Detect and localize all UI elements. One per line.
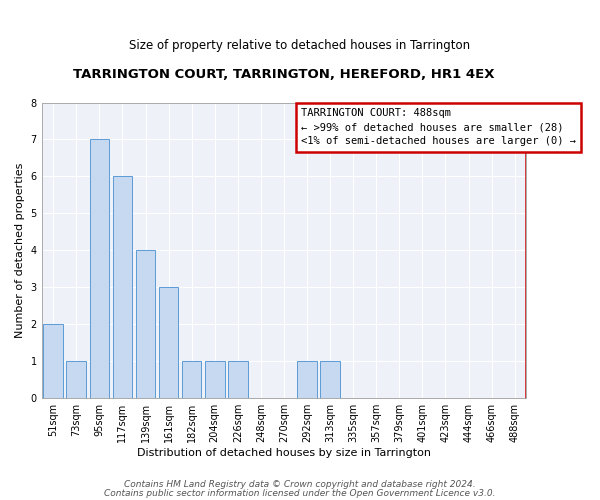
Text: Contains HM Land Registry data © Crown copyright and database right 2024.: Contains HM Land Registry data © Crown c…: [124, 480, 476, 489]
Bar: [228, 361, 248, 398]
Text: TARRINGTON COURT: 488sqm
← >99% of detached houses are smaller (28)
<1% of semi-: TARRINGTON COURT: 488sqm ← >99% of detac…: [301, 108, 576, 146]
Bar: [182, 361, 202, 398]
Bar: [205, 361, 224, 398]
Bar: [159, 287, 178, 398]
Bar: [67, 361, 86, 398]
Bar: [136, 250, 155, 398]
Bar: [89, 140, 109, 398]
Title: TARRINGTON COURT, TARRINGTON, HEREFORD, HR1 4EX: TARRINGTON COURT, TARRINGTON, HEREFORD, …: [73, 68, 494, 80]
Bar: [320, 361, 340, 398]
Text: Size of property relative to detached houses in Tarrington: Size of property relative to detached ho…: [130, 40, 470, 52]
Bar: [113, 176, 132, 398]
Bar: [43, 324, 63, 398]
Bar: [297, 361, 317, 398]
Text: Contains public sector information licensed under the Open Government Licence v3: Contains public sector information licen…: [104, 489, 496, 498]
X-axis label: Distribution of detached houses by size in Tarrington: Distribution of detached houses by size …: [137, 448, 431, 458]
Y-axis label: Number of detached properties: Number of detached properties: [15, 162, 25, 338]
